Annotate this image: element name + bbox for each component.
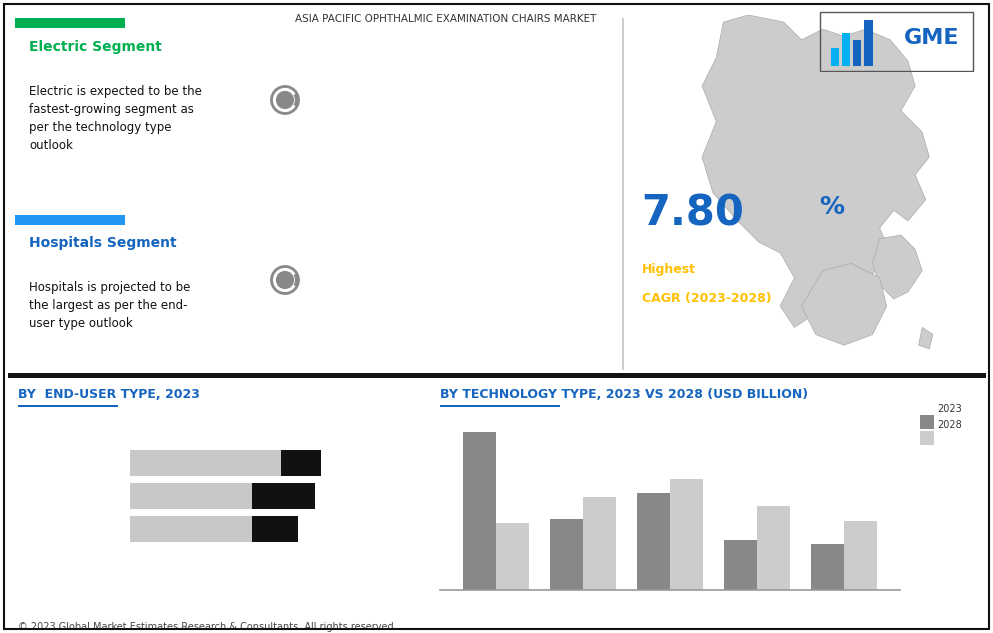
Bar bbox=[842, 33, 850, 66]
Bar bbox=[830, 48, 839, 66]
Polygon shape bbox=[919, 327, 932, 349]
Bar bbox=[464, 432, 496, 590]
Text: 2023: 2023 bbox=[937, 404, 962, 414]
Text: Electric is expected to be the
fastest-growing segment as
per the technology typ: Electric is expected to be the fastest-g… bbox=[30, 85, 203, 152]
Text: 7.80: 7.80 bbox=[641, 193, 745, 235]
Wedge shape bbox=[294, 273, 299, 287]
Text: 2028: 2028 bbox=[937, 420, 962, 430]
Text: Hospitals is projected to be
the largest as per the end-
user type outlook: Hospitals is projected to be the largest… bbox=[30, 281, 191, 330]
Circle shape bbox=[277, 272, 293, 289]
Polygon shape bbox=[702, 15, 929, 327]
Bar bbox=[853, 41, 862, 66]
Bar bbox=[496, 523, 529, 590]
Circle shape bbox=[277, 92, 293, 108]
Text: Highest: Highest bbox=[641, 263, 696, 277]
Text: Electric Segment: Electric Segment bbox=[30, 41, 162, 54]
Wedge shape bbox=[294, 93, 299, 107]
Bar bbox=[638, 494, 670, 590]
Text: Hospitals Segment: Hospitals Segment bbox=[30, 236, 177, 250]
Text: BY  END-USER TYPE, 2023: BY END-USER TYPE, 2023 bbox=[18, 388, 200, 401]
Polygon shape bbox=[873, 235, 922, 299]
Bar bbox=[844, 522, 877, 590]
Text: ASIA PACIFIC OPHTHALMIC EXAMINATION CHAIRS MARKET: ASIA PACIFIC OPHTHALMIC EXAMINATION CHAI… bbox=[295, 14, 597, 24]
Text: © 2023 Global Market Estimates Research & Consultants. All rights reserved.: © 2023 Global Market Estimates Research … bbox=[18, 622, 396, 632]
Bar bbox=[670, 479, 703, 590]
Bar bbox=[757, 506, 789, 590]
Text: BY TECHNOLOGY TYPE, 2023 VS 2028 (USD BILLION): BY TECHNOLOGY TYPE, 2023 VS 2028 (USD BI… bbox=[440, 388, 808, 401]
Text: GME: GME bbox=[904, 28, 959, 48]
Bar bbox=[550, 520, 583, 590]
Text: %: % bbox=[819, 195, 844, 218]
Bar bbox=[724, 540, 757, 590]
Bar bbox=[864, 20, 873, 66]
Bar bbox=[810, 544, 844, 590]
Bar bbox=[583, 497, 617, 590]
Polygon shape bbox=[801, 263, 887, 345]
Text: CAGR (2023-2028): CAGR (2023-2028) bbox=[641, 292, 772, 305]
